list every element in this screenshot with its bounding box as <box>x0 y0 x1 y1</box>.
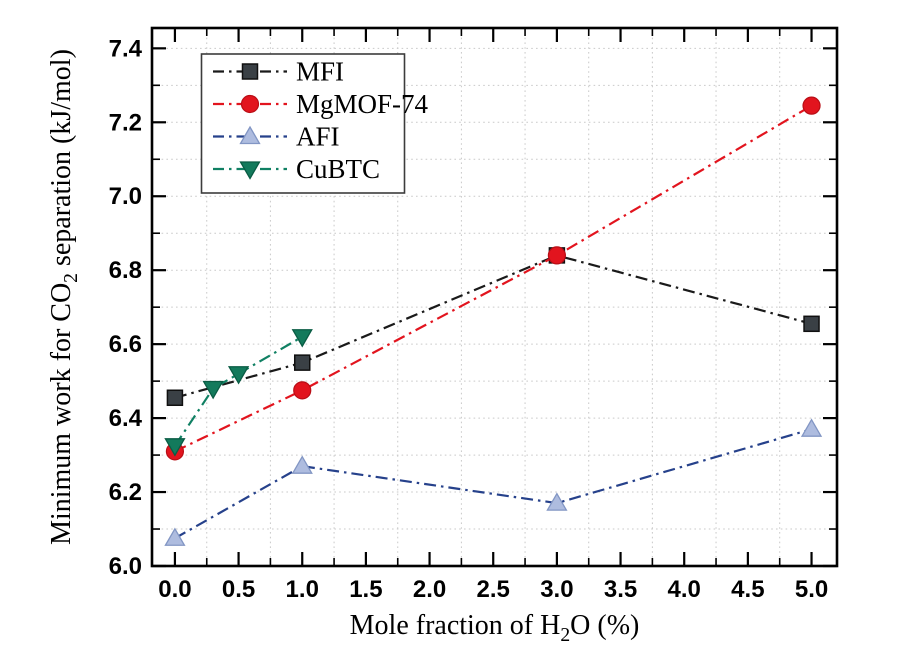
legend-item-MFI: MFI <box>213 57 344 87</box>
x-tick-label: 3.0 <box>540 576 573 603</box>
y-tick-label: 7.2 <box>109 109 142 136</box>
y-tick-label: 7.4 <box>109 35 143 62</box>
plot-frame <box>150 26 839 568</box>
x-tick-label: 3.5 <box>604 576 637 603</box>
series-MFI-marker <box>293 354 311 371</box>
series-CuBTC-marker <box>202 380 224 400</box>
axis-ticks <box>152 28 837 568</box>
x-axis-title: Mole fraction of H2O (%) <box>350 610 640 646</box>
legend-label: CuBTC <box>296 154 380 184</box>
legend-label: MFI <box>296 57 344 87</box>
series-AFI <box>164 418 823 546</box>
x-tick-label: 2.5 <box>477 576 510 603</box>
series-AFI-marker <box>800 418 823 437</box>
y-tick-label: 7.0 <box>109 183 142 210</box>
series-CuBTC <box>164 329 313 457</box>
y-axis-title-segment: Minimum work for CO <box>46 283 77 545</box>
series-CuBTC-marker <box>164 438 186 457</box>
y-tick-label: 6.8 <box>109 257 142 284</box>
x-tick-label: 1.0 <box>286 576 319 603</box>
legend-item-AFI: AFI <box>213 122 340 152</box>
x-tick-label: 0.0 <box>158 576 191 603</box>
legend-label: MgMOF-74 <box>296 89 429 119</box>
legend-item-MgMOF-74: MgMOF-74 <box>213 89 429 119</box>
x-tick-label: 0.5 <box>222 576 255 603</box>
x-tick-label: 4.5 <box>731 576 764 603</box>
x-axis-title-segment: 2 <box>560 625 570 646</box>
series-MgMOF-74-marker <box>293 381 312 400</box>
x-axis-title-segment: O (%) <box>570 610 639 641</box>
series-MFI-marker <box>803 315 820 333</box>
series-AFI-line <box>174 428 812 540</box>
y-tick-label: 6.2 <box>109 479 142 506</box>
series-AFI-marker <box>164 527 186 546</box>
series-CuBTC-line <box>174 335 303 447</box>
y-axis-title-segment: 2 <box>61 273 82 283</box>
series-MgMOF-74-marker <box>547 246 566 265</box>
series-MgMOF-74-marker <box>802 96 821 115</box>
x-tick-label: 2.0 <box>413 576 446 603</box>
legend-marker-circle <box>240 94 260 114</box>
x-tick-label: 4.0 <box>668 576 701 603</box>
y-tick-label: 6.4 <box>109 405 143 432</box>
x-tick-label: 5.0 <box>795 576 828 603</box>
x-tick-label: 1.5 <box>349 576 382 603</box>
legend-marker-square <box>241 63 259 80</box>
legend-marker-triangle-up <box>239 125 261 145</box>
legend-label: AFI <box>296 122 340 152</box>
y-axis-title: Minimum work for CO2 separation (kJ/mol) <box>46 49 82 545</box>
legend-item-CuBTC: CuBTC <box>213 154 380 184</box>
series-MFI-marker <box>166 389 184 407</box>
gridlines <box>152 28 837 566</box>
y-tick-label: 6.6 <box>109 331 142 358</box>
series-CuBTC-marker <box>227 366 250 385</box>
legend-marker-triangle-down <box>239 161 261 180</box>
x-axis-title-segment: Mole fraction of H <box>350 610 561 641</box>
series-CuBTC-marker <box>291 329 313 348</box>
series-AFI-marker <box>546 492 568 511</box>
y-tick-label: 6.0 <box>109 553 142 580</box>
y-axis-title-segment: separation (kJ/mol) <box>46 49 77 273</box>
series-AFI-marker <box>291 455 313 474</box>
legend-box <box>200 53 406 194</box>
